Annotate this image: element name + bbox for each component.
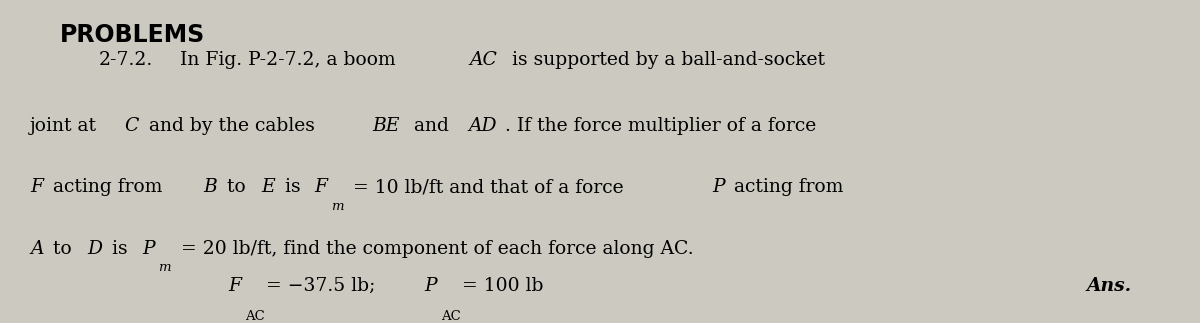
Text: acting from: acting from [47,178,168,196]
Text: is: is [278,178,306,196]
Text: AC: AC [470,51,498,68]
Text: D: D [88,240,102,257]
Text: m: m [158,261,172,274]
Text: AD: AD [468,117,497,135]
Text: In Fig. P-2-7.2, a boom: In Fig. P-2-7.2, a boom [168,51,402,68]
Text: B: B [203,178,217,196]
Text: = 10 lb/ft and that of a force: = 10 lb/ft and that of a force [347,178,630,196]
Text: A: A [30,240,43,257]
Text: = −37.5 lb;: = −37.5 lb; [260,277,388,295]
Text: 2-7.2.: 2-7.2. [98,51,152,68]
Text: BE: BE [372,117,400,135]
Text: PROBLEMS: PROBLEMS [60,23,205,47]
Text: is: is [107,240,134,257]
Text: F: F [314,178,328,196]
Text: C: C [124,117,138,135]
Text: is supported by a ball-and-socket: is supported by a ball-and-socket [506,51,824,68]
Text: joint at: joint at [30,117,103,135]
Text: to: to [221,178,252,196]
Text: E: E [260,178,275,196]
Text: P: P [142,240,155,257]
Text: F: F [30,178,43,196]
Text: m: m [331,200,343,213]
Text: to: to [48,240,78,257]
Text: AC: AC [245,310,264,323]
Text: and by the cables: and by the cables [143,117,320,135]
Text: = 20 lb/ft, find the component of each force along AC.: = 20 lb/ft, find the component of each f… [175,240,694,257]
Text: AC: AC [440,310,461,323]
Text: and: and [408,117,455,135]
Text: F: F [228,277,241,295]
Text: acting from: acting from [728,178,844,196]
Text: . If the force multiplier of a force: . If the force multiplier of a force [505,117,816,135]
Text: P: P [425,277,437,295]
Text: Ans.: Ans. [1086,277,1132,295]
Text: = 100 lb: = 100 lb [456,277,544,295]
Text: P: P [712,178,725,196]
